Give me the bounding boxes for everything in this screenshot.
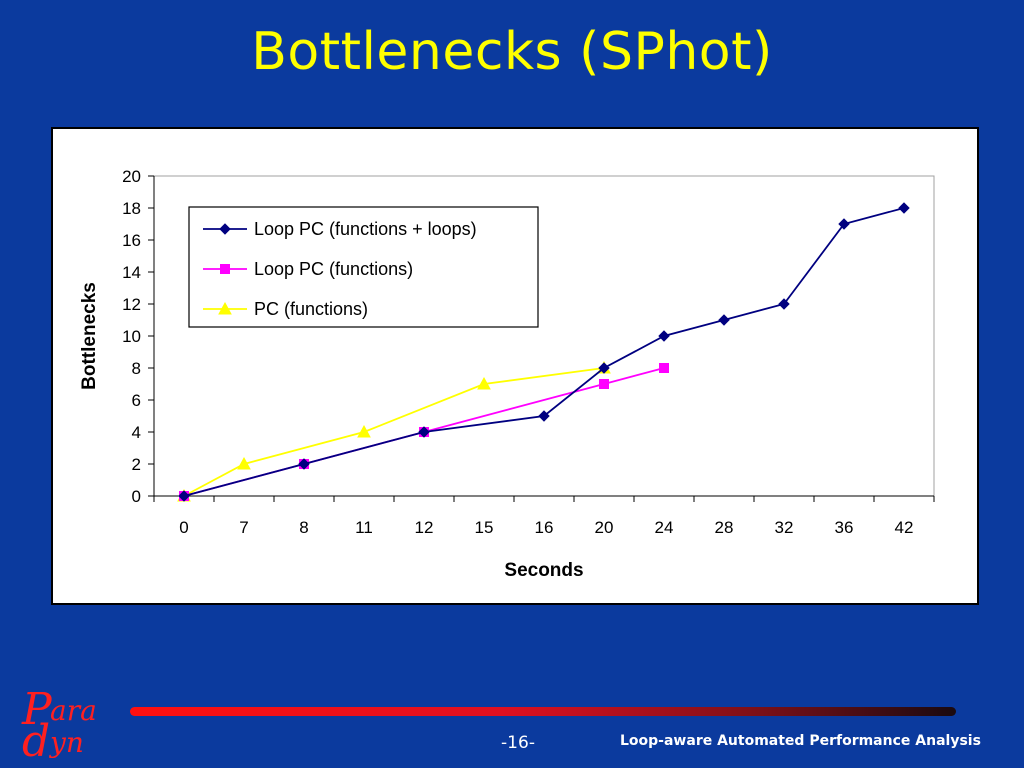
x-tick-label: 12 <box>415 518 434 537</box>
x-tick-label: 28 <box>715 518 734 537</box>
y-axis-title: Bottlenecks <box>79 282 100 390</box>
series-diamond <box>178 202 910 502</box>
logo-text-bottom: yn <box>48 726 84 759</box>
data-point <box>477 376 491 390</box>
data-point <box>718 314 730 326</box>
data-point <box>658 330 670 342</box>
legend-label: Loop PC (functions + loops) <box>254 219 477 239</box>
data-point <box>298 458 310 470</box>
footer-caption: Loop-aware Automated Performance Analysi… <box>620 733 981 749</box>
y-tick-label: 10 <box>122 327 141 346</box>
legend-marker <box>219 223 231 235</box>
y-tick-label: 16 <box>122 231 141 250</box>
y-tick-label: 8 <box>132 359 141 378</box>
x-tick-label: 20 <box>595 518 614 537</box>
x-tick-label: 24 <box>655 518 674 537</box>
x-axis-title: Seconds <box>504 560 583 581</box>
slide-title: Bottlenecks (SPhot) <box>251 22 773 82</box>
y-tick-label: 4 <box>132 423 141 442</box>
svg-text:d: d <box>22 716 50 760</box>
data-point <box>357 424 371 438</box>
data-point <box>418 426 430 438</box>
data-point <box>898 202 910 214</box>
y-tick-label: 20 <box>122 167 141 186</box>
y-tick-label: 12 <box>122 295 141 314</box>
legend-marker <box>218 301 232 315</box>
x-tick-label: 42 <box>895 518 914 537</box>
x-tick-label: 32 <box>775 518 794 537</box>
legend-box <box>188 206 539 328</box>
chart-panel: 0 2 4 6 8 10 12 14 16 18 20 0 7 8 11 12 15 16 20 24 28 32 36 42… <box>51 127 979 605</box>
legend-item: Loop PC (functions) <box>203 259 413 279</box>
legend-item: Loop PC (functions + loops) <box>203 219 477 239</box>
footer-divider-bar <box>130 707 956 716</box>
paradyn-logo: P ara d yn <box>21 684 97 760</box>
data-point <box>178 490 190 502</box>
series-line <box>183 207 905 497</box>
data-point <box>778 298 790 310</box>
x-tick-label: 36 <box>835 518 854 537</box>
y-tick-label: 6 <box>132 391 141 410</box>
data-point <box>237 456 251 470</box>
logo-text-top: ara <box>50 694 97 727</box>
x-tick-label: 15 <box>475 518 494 537</box>
data-point <box>538 410 550 422</box>
x-tick-label: 0 <box>179 518 188 537</box>
svg-text:P: P <box>21 684 53 735</box>
y-tick-label: 0 <box>132 487 141 506</box>
x-tick-label: 7 <box>239 518 248 537</box>
legend-label: PC (functions) <box>254 299 368 319</box>
series-line <box>183 367 605 497</box>
y-tick-label: 14 <box>122 263 141 282</box>
legend-marker <box>220 264 230 274</box>
legend-item: PC (functions) <box>203 299 368 319</box>
data-point <box>659 363 669 373</box>
page-number: -16- <box>501 733 535 753</box>
data-point <box>838 218 850 230</box>
x-tick-label: 8 <box>299 518 308 537</box>
data-point <box>598 362 610 374</box>
x-tick-label: 16 <box>535 518 554 537</box>
y-tick-label: 18 <box>122 199 141 218</box>
data-point <box>599 379 609 389</box>
legend-label: Loop PC (functions) <box>254 259 413 279</box>
y-tick-label: 2 <box>132 455 141 474</box>
x-tick-label: 11 <box>355 518 373 537</box>
